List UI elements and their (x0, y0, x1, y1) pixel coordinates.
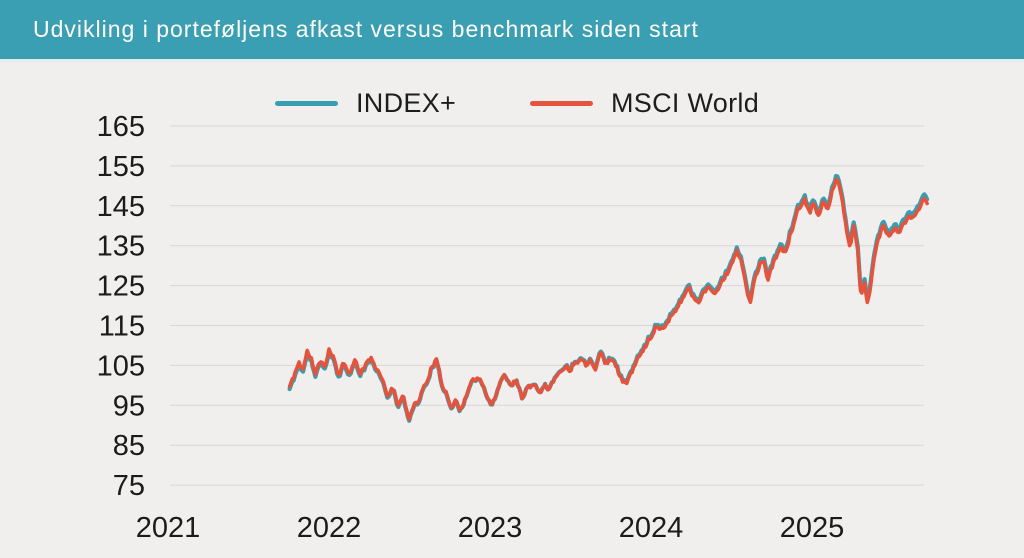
y-tick-label: 85 (113, 430, 145, 462)
x-axis-labels: 2021 2022 2023 2024 2025 (136, 512, 845, 544)
y-tick-label: 105 (97, 350, 145, 382)
y-tick-label: 125 (97, 271, 145, 303)
gridlines (170, 125, 924, 486)
y-tick-label: 155 (97, 151, 145, 183)
x-tick-label: 2024 (619, 512, 684, 544)
chart-title: Udvikling i porteføljens afkast versus b… (33, 16, 699, 42)
x-tick-label: 2025 (780, 512, 845, 544)
y-tick-label: 135 (97, 231, 145, 263)
chart-header: Udvikling i porteføljens afkast versus b… (0, 0, 1024, 62)
x-tick-label: 2023 (458, 512, 523, 544)
chart-area: 165 155 145 135 125 115 105 95 85 75 2021 2022 2023 2… (0, 62, 1024, 558)
y-tick-label: 95 (113, 390, 145, 422)
x-tick-label: 2021 (136, 512, 201, 544)
y-tick-label: 145 (97, 191, 145, 223)
y-tick-label: 165 (97, 111, 145, 143)
y-axis-labels: 165 155 145 135 125 115 105 95 85 75 (97, 111, 145, 502)
y-tick-label: 115 (99, 311, 145, 343)
msci-world-series-line (287, 177, 929, 422)
x-tick-label: 2022 (297, 512, 362, 544)
y-tick-label: 75 (113, 470, 145, 502)
